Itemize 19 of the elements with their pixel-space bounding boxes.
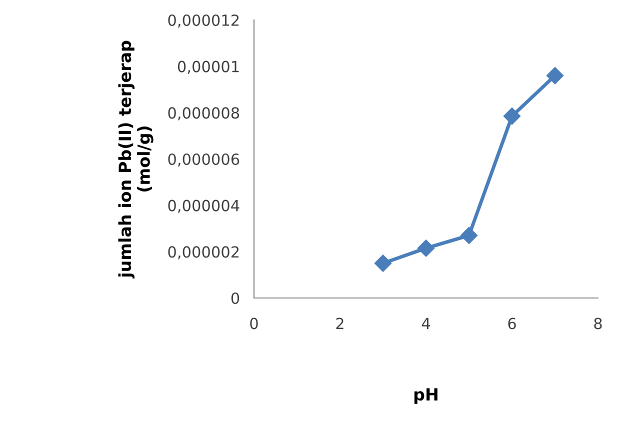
- y-tick-label: 0,000012: [168, 14, 239, 28]
- x-tick-label: 2: [336, 318, 344, 330]
- x-axis-title: pH: [414, 388, 438, 404]
- y-tick-label: 0,000006: [168, 153, 240, 167]
- y-tick-label: 0,00001: [178, 60, 239, 74]
- y-tick-label: 0,000002: [168, 246, 239, 260]
- y-tick-label: 0,000004: [168, 200, 240, 213]
- y-tick-label: 0: [231, 292, 240, 304]
- point: [503, 108, 521, 125]
- point: [374, 254, 392, 272]
- x-tick-label: 6: [508, 318, 516, 330]
- y-tick-label: 0,000008: [168, 107, 240, 120]
- y-axis-title: jumlah ion Pb(II) terjerap (mol/g): [118, 40, 154, 278]
- point: [546, 67, 564, 84]
- point: [417, 240, 435, 257]
- point: [460, 226, 478, 244]
- x-tick-label: 8: [594, 318, 602, 330]
- x-tick-label: 0: [250, 318, 258, 330]
- x-tick-label: 4: [422, 318, 430, 330]
